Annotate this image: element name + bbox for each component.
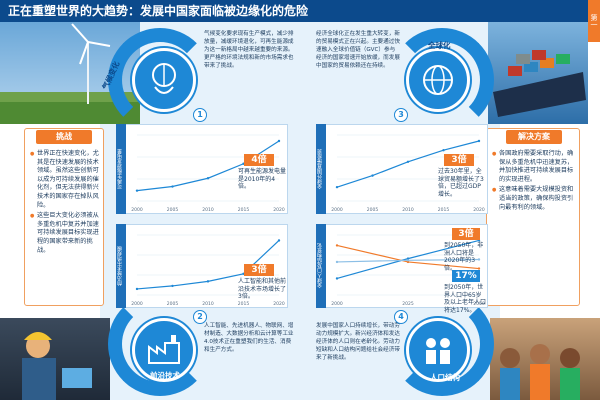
factory-icon bbox=[148, 335, 180, 364]
chart-fdi-ylabel: 全球外国直接投资 bbox=[316, 124, 326, 214]
data-point bbox=[477, 139, 481, 143]
x-tick-label: 2000 bbox=[131, 207, 143, 213]
population-callout-a: 到2050年，非洲人口将是2020年的3倍。 bbox=[444, 242, 484, 272]
population-label: 人口结构 bbox=[430, 373, 460, 382]
data-point bbox=[171, 185, 174, 188]
fdi-callout: 过去30年里，全球贸易额增长了3倍，已超过GDP增长。 bbox=[438, 168, 484, 198]
x-tick-label: 2015 bbox=[238, 207, 250, 213]
x-tick-label: 2005 bbox=[167, 301, 179, 307]
data-point bbox=[406, 260, 410, 264]
x-tick-label: 2050 bbox=[473, 301, 485, 307]
topic-number: 3 bbox=[394, 108, 408, 122]
challenge-title: 挑战 bbox=[36, 130, 92, 144]
tech-text: 人工智能、先进机器人、物联网、增材制造、大数据分析和云计算等工业4.0技术正在重… bbox=[204, 323, 294, 353]
chart-fdi: 2000 2005 2010 2015 2020 bbox=[316, 124, 488, 214]
data-point bbox=[135, 287, 139, 291]
population-topic-circle bbox=[406, 318, 470, 382]
x-tick-label: 2020 bbox=[273, 301, 285, 307]
chart-frontier-tech-svg: 2000 2005 2010 2015 2020 bbox=[131, 234, 285, 307]
population-text: 发展中国家人口持续增长，带动劳动力规模扩大。新兴经济体和发达经济体的人口则在老龄… bbox=[316, 323, 400, 361]
x-tick-label: 2015 bbox=[438, 207, 450, 213]
tech-label: 前沿技术 bbox=[150, 371, 180, 380]
solution-title: 解决方案 bbox=[506, 130, 562, 144]
x-tick-label: 2000 bbox=[331, 207, 343, 213]
challenge-bullet: 这些巨大变化必须被从多重危机中复苏并加速可持续发展目标实现进程的国家带来新的挑战… bbox=[30, 212, 102, 255]
x-tick-label: 2010 bbox=[202, 207, 214, 213]
solution-bullets: 各国政府需要采取行动，确保从多重危机中迅速复苏，并加快推进可持续发展目标的实现进… bbox=[492, 150, 578, 214]
data-point bbox=[477, 258, 481, 261]
data-point bbox=[335, 185, 339, 189]
data-point bbox=[406, 259, 410, 262]
climate-topic-circle bbox=[132, 48, 196, 112]
x-tick-label: 2015 bbox=[238, 301, 250, 307]
challenge-bullets: 世界正在快速变化，尤其是在快速发展的技术领域。虽然这些创新可以成为可持续发展的催… bbox=[30, 150, 102, 257]
climate-icon bbox=[152, 63, 176, 94]
data-point bbox=[477, 267, 481, 270]
data-point bbox=[206, 280, 210, 283]
data-point bbox=[335, 277, 339, 280]
cargo-ship-photo bbox=[488, 22, 588, 124]
renewables-badge: 4倍 bbox=[244, 154, 274, 166]
renewables-callout: 可再生能源发电量是2010年的4倍。 bbox=[238, 168, 287, 190]
x-tick-label: 2020 bbox=[473, 207, 485, 213]
page-title: 正在重塑世界的大趋势：发展中国家面临被边缘化的危险 bbox=[0, 0, 588, 22]
x-tick-label: 2005 bbox=[167, 207, 179, 213]
globe-icon bbox=[423, 65, 453, 95]
data-point bbox=[335, 260, 339, 264]
fdi-badge: 3倍 bbox=[444, 154, 474, 166]
data-point bbox=[206, 177, 210, 180]
data-point bbox=[371, 174, 374, 177]
x-tick-label: 2010 bbox=[402, 207, 414, 213]
frontier-tech-badge: 3倍 bbox=[244, 264, 274, 276]
corner-tab: 第一 bbox=[588, 0, 600, 42]
chart-renewables: 2000 2005 2010 2015 2020 bbox=[116, 124, 288, 214]
solution-bullet: 这意味着需要大规模投资和适当的政策，确保构投资引向最有利的领域。 bbox=[492, 186, 578, 212]
data-point bbox=[442, 149, 445, 152]
x-tick-label: 2025 bbox=[402, 301, 414, 307]
topic-number: 2 bbox=[193, 310, 207, 324]
solution-bullet: 各国政府需要采取行动，确保从多重危机中迅速复苏，并加快推进可持续发展目标的实现进… bbox=[492, 150, 578, 184]
topic-number: 1 bbox=[193, 108, 207, 122]
x-tick-label: 2020 bbox=[273, 207, 285, 213]
x-tick-label: 2005 bbox=[367, 207, 379, 213]
globalization-text: 经济全球化正在发生重大转变，新的贸易模式正在兴起。主要通过快速融入全球价值链（G… bbox=[316, 31, 400, 69]
engineer-photo bbox=[0, 318, 110, 400]
data-point bbox=[277, 139, 281, 143]
challenge-bullet: 世界正在快速变化，尤其是在快速发展的技术领域。虽然这些创新可以成为可持续发展的催… bbox=[30, 150, 102, 210]
topic-number: 4 bbox=[394, 310, 408, 324]
chart-frontier-tech-ylabel: 前沿技术市场规模 bbox=[116, 224, 126, 308]
frontier-tech-callout: 人工智能和其他前沿技术市场增长了3倍。 bbox=[238, 278, 287, 300]
population-badge-b: 17% bbox=[452, 270, 480, 282]
people-icon bbox=[426, 338, 450, 364]
crowd-photo bbox=[490, 318, 600, 400]
tech-topic-circle bbox=[132, 318, 196, 382]
population-callout-b: 到2050年，世界人口中65岁及以上老年人口将达17%。 bbox=[444, 284, 487, 314]
x-tick-label: 2010 bbox=[202, 301, 214, 307]
globalization-topic-circle bbox=[406, 48, 470, 112]
data-point bbox=[335, 244, 339, 247]
data-point bbox=[171, 284, 174, 288]
globalization-label: 全球化 bbox=[428, 41, 451, 50]
chart-population-ylabel: 全球人口及结构变化 bbox=[316, 224, 326, 308]
chart-renewables-ylabel: 可再生能源发电量 bbox=[116, 124, 126, 214]
x-tick-label: 2000 bbox=[131, 301, 143, 307]
data-point bbox=[277, 239, 281, 242]
x-tick-label: 2000 bbox=[331, 301, 343, 307]
climate-text: 气候变化要求现有生产模式，减少排放量，减缓环境退化，可再生能源成为这一新格局中越… bbox=[204, 31, 294, 69]
population-badge-a: 3倍 bbox=[452, 228, 480, 240]
data-point bbox=[406, 160, 410, 163]
data-point bbox=[406, 257, 410, 260]
data-point bbox=[135, 189, 139, 192]
